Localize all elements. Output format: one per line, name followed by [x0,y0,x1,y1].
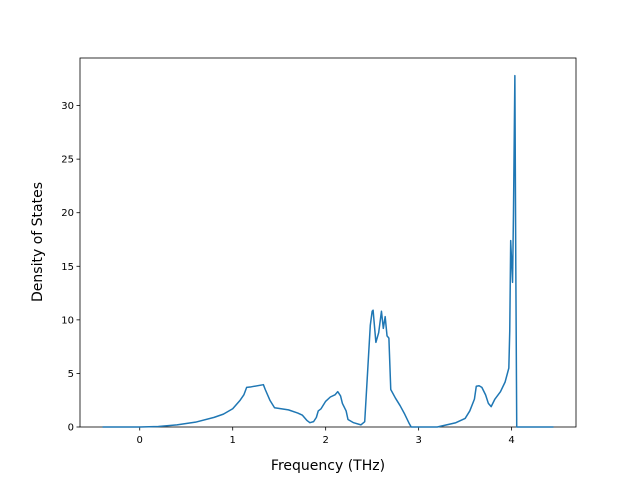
plot-frame [79,57,577,428]
y-tick-label: 5 [68,369,74,380]
y-tick-label: 30 [61,101,74,112]
x-tick-label: 2 [322,435,328,446]
y-tick-label: 10 [61,315,74,326]
x-tick-label: 0 [137,435,143,446]
x-tick-label: 1 [230,435,236,446]
y-tick-label: 0 [68,423,74,434]
y-tick-label: 20 [61,208,74,219]
x-axis-label: Frequency (THz) [271,458,385,474]
x-tick-label: 3 [415,435,421,446]
y-axis-label: Density of States [30,182,46,302]
y-tick-label: 25 [61,155,74,166]
data-line [102,74,554,428]
y-tick-label: 15 [61,262,74,273]
x-tick-label: 4 [508,435,514,446]
